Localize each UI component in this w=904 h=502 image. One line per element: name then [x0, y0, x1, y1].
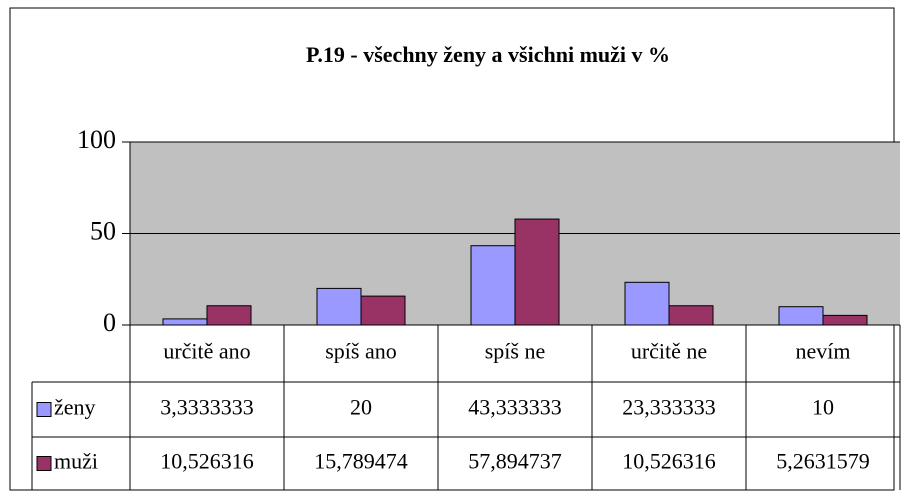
table-value: 5,2631579 — [776, 449, 870, 474]
x-tick-label: spíš ano — [325, 339, 397, 364]
bar — [668, 305, 714, 326]
x-tick-label: určitě ne — [631, 339, 707, 364]
table-value: 57,894737 — [468, 449, 562, 474]
x-tick-label: spíš ne — [485, 339, 546, 364]
table-value: 15,789474 — [314, 449, 408, 474]
legend-swatch — [36, 456, 52, 471]
bar — [624, 281, 670, 326]
table-value: 23,333333 — [622, 395, 716, 420]
bar — [360, 295, 406, 326]
table-value: 20 — [350, 395, 372, 420]
y-tick-label: 50 — [90, 216, 116, 245]
x-tick-label: nevím — [796, 339, 851, 364]
legend-swatch — [36, 402, 52, 417]
bar — [206, 305, 252, 326]
x-tick-label: určitě ano — [163, 339, 250, 364]
chart-title: P.19 - všechny ženy a všichni muži v % — [306, 42, 670, 67]
y-tick-label: 100 — [77, 125, 116, 154]
table-value: 3,3333333 — [160, 395, 254, 420]
y-tick-label: 0 — [103, 308, 116, 337]
table-value: 10,526316 — [160, 449, 254, 474]
legend-label: muži — [54, 449, 98, 474]
bar — [470, 245, 516, 326]
table-value: 10 — [812, 395, 834, 420]
table-value: 10,526316 — [622, 449, 716, 474]
bar — [514, 218, 560, 326]
legend-label: ženy — [54, 395, 96, 420]
table-value: 43,333333 — [468, 395, 562, 420]
bar — [162, 318, 208, 326]
bar — [822, 314, 868, 326]
bar — [778, 306, 824, 326]
bar — [316, 287, 362, 326]
